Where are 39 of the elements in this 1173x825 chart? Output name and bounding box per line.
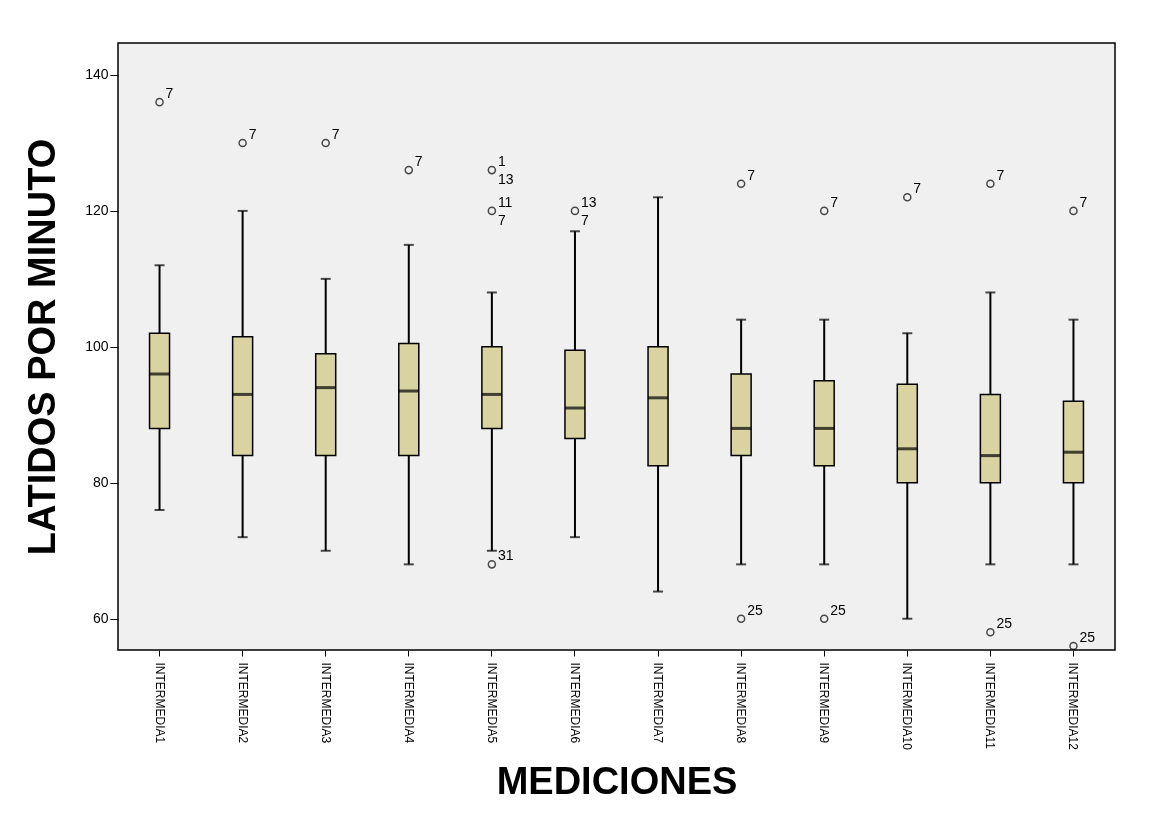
- annotation: 7: [331, 125, 340, 142]
- x-tick-label: INTERMEDIA9: [817, 662, 832, 744]
- x-tick-label: INTERMEDIA11: [983, 662, 998, 750]
- y-tick-label: 60: [92, 610, 109, 627]
- annotation: 7: [165, 85, 174, 102]
- annotation: 25: [830, 601, 846, 618]
- annotation: 7: [1079, 193, 1088, 210]
- x-axis-title: MEDICIONES: [496, 759, 738, 802]
- x-tick-label: INTERMEDIA10: [900, 662, 915, 751]
- x-tick-label: INTERMEDIA12: [1066, 662, 1081, 751]
- x-tick-label: INTERMEDIA1: [152, 662, 167, 744]
- annotation: 31: [497, 547, 514, 564]
- x-tick-label: INTERMEDIA6: [567, 662, 582, 744]
- annotation: 7: [497, 211, 506, 228]
- x-tick-label: INTERMEDIA8: [734, 662, 749, 744]
- x-tick-label: INTERMEDIA2: [235, 662, 250, 744]
- annotation: 7: [747, 166, 756, 183]
- annotation: 25: [1079, 628, 1096, 645]
- x-tick-label: INTERMEDIA7: [651, 662, 666, 744]
- y-tick-label: 120: [85, 202, 109, 219]
- annotation: 25: [747, 601, 763, 618]
- annotation: 13: [497, 171, 514, 188]
- annotation: 7: [913, 180, 922, 197]
- x-tick-label: INTERMEDIA5: [484, 662, 499, 744]
- annotation: 7: [580, 211, 589, 228]
- x-tick-label: INTERMEDIA3: [318, 662, 333, 744]
- annotation: 11: [497, 193, 513, 210]
- annotation: 13: [580, 193, 597, 210]
- y-tick-label: 100: [85, 338, 109, 355]
- y-axis-title: LATIDOS POR MINUTO: [21, 138, 64, 556]
- annotation: 7: [248, 125, 257, 142]
- y-tick-label: 80: [92, 474, 109, 491]
- annotation: 7: [830, 193, 839, 210]
- x-tick-label: INTERMEDIA4: [401, 662, 416, 744]
- annotation: 1: [497, 153, 506, 170]
- annotation: 7: [414, 153, 423, 170]
- annotation: 7: [996, 166, 1005, 183]
- annotation: 25: [996, 615, 1013, 632]
- y-tick-label: 140: [85, 66, 109, 83]
